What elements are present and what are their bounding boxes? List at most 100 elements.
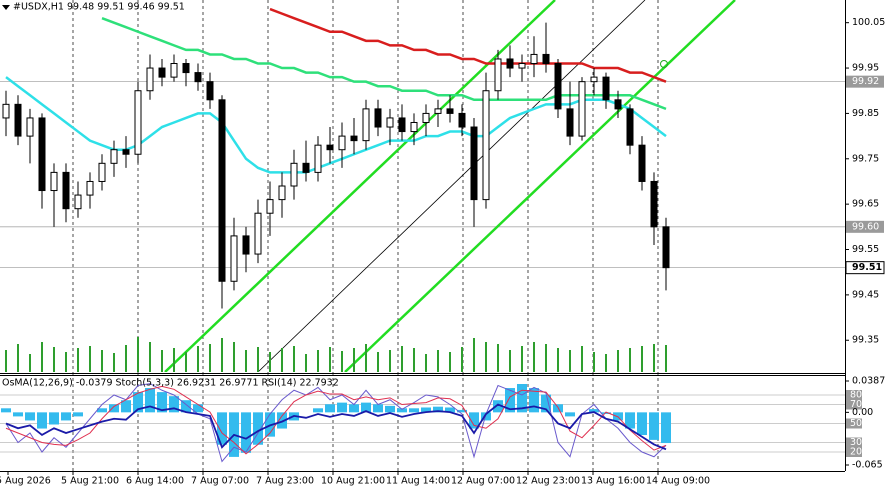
volume-bar [665, 345, 667, 372]
osma-bar [589, 409, 599, 413]
volume-bar [533, 342, 535, 372]
oscillator-line [5, 383, 667, 463]
volume-bar [269, 352, 271, 372]
volume-bar [161, 350, 163, 372]
y-tick-label: 99.55 [852, 244, 879, 255]
osma-bar [193, 404, 203, 413]
osma-bar [565, 412, 575, 417]
x-tick-label: 7 Aug 07:00 [191, 476, 249, 487]
candle-body [398, 117, 406, 133]
price-level-box [846, 220, 884, 233]
volume-bar [281, 348, 283, 372]
anchor-point [660, 60, 668, 68]
osma-bar [517, 383, 527, 413]
volume-bar [569, 350, 571, 372]
candle-body [110, 149, 118, 164]
volume-bar [605, 354, 607, 372]
osma-bar [13, 412, 23, 417]
volume-bar [473, 338, 475, 372]
volume-bar [557, 348, 559, 372]
candle-body [170, 63, 178, 78]
candle-body [278, 185, 286, 201]
indicator-title: OsMA(12,26,9) -0.0379 Stoch(5,3,3) 26.92… [2, 378, 339, 389]
osma-bar [529, 388, 539, 413]
osma-bar [25, 412, 35, 421]
osma-bar [421, 407, 431, 413]
x-tick-label: 5 Aug 21:00 [61, 476, 119, 487]
candle-body [158, 67, 166, 78]
candle-body [518, 63, 526, 69]
candle-body [362, 108, 370, 142]
candle-body [26, 117, 34, 137]
candle-body [218, 99, 226, 282]
price-level-label: 99.51 [852, 262, 882, 273]
volume-bar [17, 344, 19, 372]
volume-bar [149, 342, 151, 372]
osma-bar [277, 412, 287, 429]
candle-body [542, 53, 550, 65]
volume-bar [413, 348, 415, 372]
price-level-box [846, 75, 884, 88]
osma-bar [649, 412, 659, 440]
candle-body [446, 108, 454, 114]
candle-body [38, 117, 46, 192]
osma-bar [481, 412, 491, 421]
volume-bar [425, 354, 427, 372]
volume-bar [629, 348, 631, 372]
volume-bar [89, 346, 91, 372]
candle-body [482, 90, 490, 201]
osma-bar [73, 412, 83, 417]
volume-bar [305, 354, 307, 372]
osma-bar [445, 407, 455, 413]
candle-body [350, 135, 358, 142]
volume-bar [449, 352, 451, 372]
volume-bar [257, 347, 259, 372]
volume-bar [497, 344, 499, 372]
level-box [846, 418, 862, 429]
osma-tick-label: 0.0387 [852, 376, 885, 387]
x-tick-label: 14 Aug 09:00 [646, 476, 710, 487]
x-tick-label: 13 Aug 16:00 [581, 476, 645, 487]
menu-arrow[interactable] [2, 5, 10, 10]
x-tick-label: 12 Aug 07:00 [451, 476, 515, 487]
volume-bar [5, 350, 7, 372]
grid [0, 0, 845, 471]
candle-body [50, 171, 58, 192]
volume-bar [137, 337, 139, 372]
volume-bar [221, 338, 223, 372]
osma-bar [661, 412, 671, 444]
candle-body [206, 81, 214, 101]
candle-body [566, 108, 574, 137]
osma-bar [337, 402, 347, 413]
osma-bar [121, 400, 131, 413]
volume-bar [293, 346, 295, 372]
osma-bar [409, 408, 419, 413]
candle-body [338, 135, 346, 151]
osma-tick-label: -0.065 [852, 460, 883, 471]
level-label: 30 [850, 437, 862, 448]
chart-title: #USDX,H1 99.48 99.51 99.46 99.51 [13, 2, 185, 13]
candle-body [134, 90, 142, 155]
x-tick-label: 10 Aug 21:00 [321, 476, 385, 487]
osma-bar [433, 406, 443, 413]
axes: 5 Aug 2026 5 Aug 21:00 6 Aug 14:00 7 Aug 07… [0, 17, 885, 486]
candle-body [290, 162, 298, 187]
volume-bar [377, 352, 379, 372]
osma-bar [61, 412, 71, 421]
level-label: 50 [850, 418, 862, 429]
main-panel [2, 7, 670, 372]
osma-bar [541, 394, 551, 413]
volume-bar [389, 350, 391, 372]
volume-bar [125, 345, 127, 372]
volume-bar [509, 350, 511, 372]
y-tick-label: 99.65 [852, 199, 879, 210]
volume-bar [197, 346, 199, 372]
candle-body [602, 76, 610, 101]
osma-bar [325, 404, 335, 413]
x-tick-label: 12 Aug 23:00 [516, 476, 580, 487]
candle-body [578, 81, 586, 137]
y-tick-label: 99.75 [852, 153, 879, 164]
osma-bar [469, 412, 479, 429]
osma-bar [373, 404, 383, 413]
level-box [846, 437, 862, 448]
